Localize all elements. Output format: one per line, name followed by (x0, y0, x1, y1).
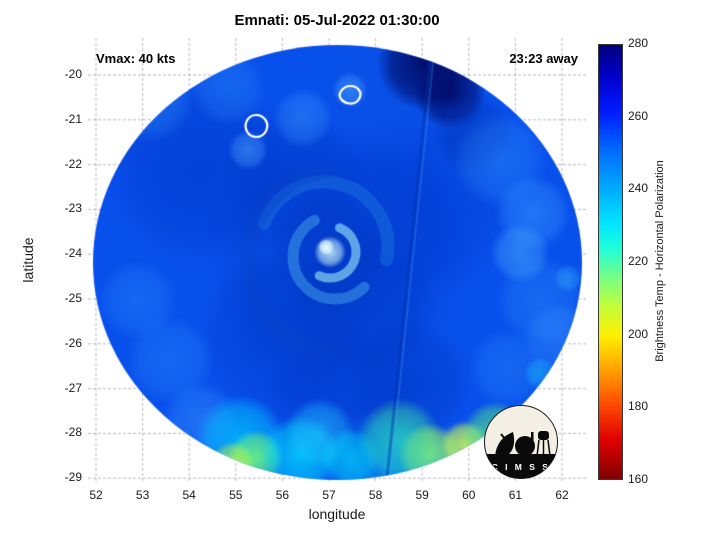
y-tick-label: -21 (64, 111, 82, 126)
colorbar-tick-label: 200 (628, 326, 649, 341)
plot-title: Emnati: 05-Jul-2022 01:30:00 (234, 12, 440, 29)
colorbar-tick-label: 260 (628, 108, 649, 123)
dish-feed-arm (500, 433, 510, 445)
x-tick-label: 55 (229, 488, 243, 502)
x-tick-label: 57 (322, 488, 336, 502)
y-tick-label: -20 (64, 67, 82, 81)
satellite-dish-icon (495, 432, 515, 456)
colorbar (598, 44, 623, 480)
satellite-heatmap-canvas (88, 38, 586, 482)
y-tick-label: -25 (64, 291, 82, 305)
y-axis-label: latitude (20, 237, 36, 283)
cimss-logo: C I M S S (484, 405, 558, 479)
y-tick-label: -23 (64, 201, 82, 216)
x-tick-label: 56 (275, 488, 290, 502)
x-tick-label: 60 (462, 488, 476, 502)
x-tick-label: 58 (368, 488, 383, 502)
x-tick-label: 53 (135, 488, 150, 502)
observatory-dome-icon (515, 436, 535, 456)
colorbar-label: Brightness Temp - Horizontal Polarizatio… (654, 160, 666, 362)
x-tick-label: 52 (89, 488, 103, 502)
colorbar-tick-label: 240 (628, 181, 649, 196)
vmax-annotation: Vmax: 40 kts (96, 51, 176, 66)
x-tick-label: 54 (182, 488, 196, 502)
x-tick-label: 61 (508, 488, 523, 502)
y-tick-label: -24 (64, 246, 82, 261)
colorbar-tick-label: 220 (628, 254, 649, 268)
y-tick-label: -22 (64, 156, 82, 171)
x-tick-label: 62 (555, 488, 569, 502)
x-axis-label: longitude (308, 506, 366, 522)
y-tick-label: -28 (64, 425, 82, 440)
water-tower-tank (538, 431, 549, 440)
colorbar-tick-label: 180 (628, 399, 649, 414)
eta-annotation: 23:23 away (509, 51, 578, 66)
water-tower-legs (536, 439, 551, 457)
y-tick-label: -26 (64, 335, 82, 350)
y-tick-label: -27 (64, 380, 82, 395)
y-tick-label: -29 (64, 470, 82, 485)
plot-area: Vmax: 40 kts 23:23 away C I M S S (88, 38, 586, 482)
colorbar-tick-label: 160 (628, 472, 649, 486)
antenna-icon (531, 432, 534, 446)
colorbar-tick-label: 280 (628, 36, 649, 50)
cimss-logo-text: C I M S S (492, 462, 551, 472)
x-tick-label: 59 (415, 488, 429, 502)
